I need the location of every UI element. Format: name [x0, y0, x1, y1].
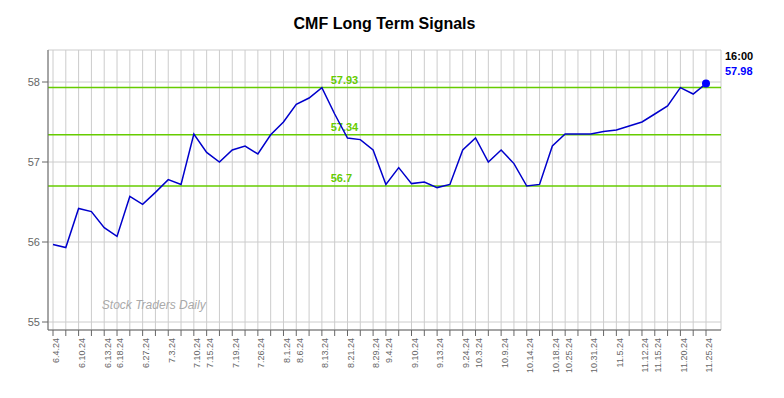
- svg-text:10.14.24: 10.14.24: [525, 338, 535, 373]
- svg-text:56.7: 56.7: [331, 172, 352, 184]
- html-text:Stock Traders Daily: Stock Traders Daily: [101, 298, 206, 312]
- svg-text:10.31.24: 10.31.24: [589, 338, 599, 373]
- html-text:57.98: 57.98: [725, 65, 753, 77]
- svg-text:6.4.24: 6.4.24: [51, 338, 61, 363]
- svg-text:9.4.24: 9.4.24: [384, 338, 394, 363]
- svg-text:56: 56: [28, 236, 40, 248]
- svg-text:7.3.24: 7.3.24: [167, 338, 177, 363]
- svg-text:7.19.24: 7.19.24: [231, 338, 241, 368]
- svg-text:6.27.24: 6.27.24: [141, 338, 151, 368]
- svg-text:57: 57: [28, 156, 40, 168]
- svg-text:58: 58: [28, 76, 40, 88]
- svg-text:6.13.24: 6.13.24: [103, 338, 113, 368]
- svg-text:10.18.24: 10.18.24: [551, 338, 561, 373]
- svg-text:8.29.24: 8.29.24: [371, 338, 381, 368]
- svg-text:7.26.24: 7.26.24: [256, 338, 266, 368]
- svg-text:57.34: 57.34: [331, 121, 359, 133]
- svg-text:57.93: 57.93: [331, 74, 359, 86]
- svg-text:9.10.24: 9.10.24: [410, 338, 420, 368]
- svg-text:10.25.24: 10.25.24: [564, 338, 574, 373]
- svg-text:11.5.24: 11.5.24: [615, 338, 625, 367]
- svg-text:11.15.24: 11.15.24: [653, 338, 663, 372]
- svg-text:6.10.24: 6.10.24: [77, 338, 87, 368]
- html-text:16:00: 16:00: [725, 50, 754, 62]
- svg-text:8.21.24: 8.21.24: [346, 338, 356, 368]
- svg-text:11.25.24: 11.25.24: [704, 338, 714, 372]
- svg-text:7.10.24: 7.10.24: [192, 338, 202, 368]
- svg-text:6.18.24: 6.18.24: [115, 338, 125, 368]
- svg-text:9.24.24: 9.24.24: [461, 338, 471, 368]
- svg-text:55: 55: [28, 316, 40, 328]
- svg-text:8.13.24: 8.13.24: [320, 338, 330, 368]
- html-text:CMF Long Term Signals: CMF Long Term Signals: [293, 15, 476, 32]
- svg-text:8.6.24: 8.6.24: [295, 338, 305, 363]
- svg-text:8.1.24: 8.1.24: [282, 338, 292, 363]
- svg-text:11.20.24: 11.20.24: [679, 338, 689, 372]
- svg-text:10.9.24: 10.9.24: [500, 338, 510, 368]
- svg-text:10.3.24: 10.3.24: [474, 338, 484, 368]
- svg-text:7.15.24: 7.15.24: [205, 338, 215, 368]
- svg-text:11.12.24: 11.12.24: [640, 338, 650, 372]
- svg-text:9.13.24: 9.13.24: [436, 338, 446, 368]
